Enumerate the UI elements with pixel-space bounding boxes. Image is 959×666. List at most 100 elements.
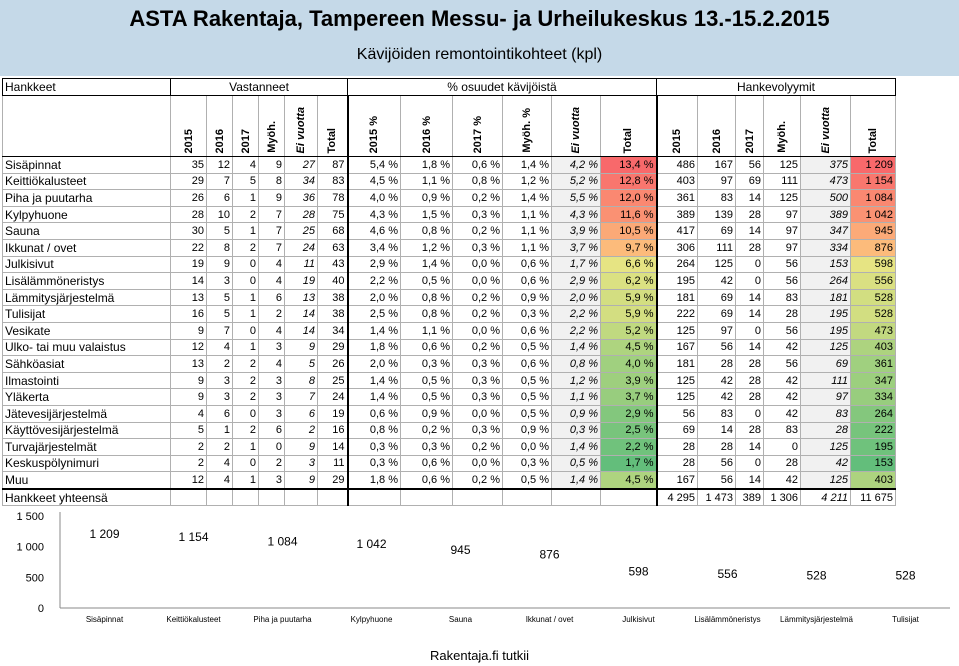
table-row: Jätevesijärjestelmä 4 6 0 3 6 19 0,6 % 0,9 % 0,0 …: [2, 404, 896, 423]
col-header-hankevolyymit-1: 2016: [697, 95, 736, 157]
vastanneet-cell: 2: [232, 421, 259, 440]
vastanneet-cell: 0: [232, 454, 259, 473]
x-tick-label: Tulisijat: [892, 615, 920, 624]
vastanneet-cell: 14: [170, 272, 207, 290]
vastanneet-cell: 0: [232, 255, 259, 274]
hankevolyymit-cell: 83: [697, 404, 736, 423]
hankevolyymit-cell: 195: [655, 272, 698, 290]
vastanneet-cell: 26: [317, 355, 348, 373]
osuudet-cell: 0,6 %: [346, 404, 401, 423]
hankevolyymit-cell: 473: [850, 321, 896, 340]
hankevolyymit-cell: 56: [697, 471, 736, 490]
hankevolyymit-cell: 42: [697, 272, 736, 290]
osuudet-cell: 1,8 %: [400, 156, 453, 174]
hankevolyymit-cell: 83: [763, 421, 801, 440]
row-label: Sähköasiat: [2, 355, 171, 373]
vastanneet-cell: 9: [284, 438, 318, 456]
vastanneet-cell: 29: [317, 338, 348, 357]
vastanneet-cell: 19: [170, 255, 207, 274]
osuudet-cell: 10,5 %: [600, 222, 657, 240]
results-table: Hankkeet Vastanneet % osuudet kävijöistä…: [2, 78, 896, 507]
vastanneet-cell: 0: [232, 404, 259, 423]
osuudet-cell: 3,4 %: [346, 238, 401, 257]
osuudet-cell: 0,3 %: [452, 371, 503, 390]
data-label: 1 209: [89, 527, 119, 541]
hankevolyymit-cell: 56: [697, 338, 736, 357]
vastanneet-cell: 35: [170, 156, 207, 174]
hankevolyymit-cell: 97: [763, 222, 801, 240]
hankevolyymit-cell: 97: [800, 388, 851, 406]
data-label: 1 154: [178, 530, 208, 544]
group-hankkeet: Hankkeet: [2, 78, 171, 96]
col-header-vastanneet-0: 2015: [170, 95, 207, 157]
osuudet-cell: 2,2 %: [600, 438, 657, 456]
osuudet-cell: 9,7 %: [600, 238, 657, 257]
vastanneet-cell: 9: [284, 338, 318, 357]
hankevolyymit-cell: 42: [763, 338, 801, 357]
page-title: ASTA Rakentaja, Tampereen Messu- ja Urhe…: [129, 6, 830, 31]
x-tick-label: Ikkunat / ovet: [526, 615, 574, 624]
hankevolyymit-cell: 28: [735, 238, 764, 257]
osuudet-cell: 2,5 %: [600, 421, 657, 440]
table-row: Piha ja puutarha 26 6 1 9 36 78 4,0 % 0,9 % 0,2 %…: [2, 189, 896, 207]
col-header-label: 2017: [743, 128, 756, 153]
vastanneet-cell: 1: [232, 189, 259, 207]
osuudet-cell: 0,5 %: [400, 272, 453, 290]
osuudet-cell: 1,4 %: [502, 189, 552, 207]
hankevolyymit-cell: 111: [763, 172, 801, 191]
vastanneet-cell: 68: [317, 222, 348, 240]
hankevolyymit-cell: 97: [763, 205, 801, 224]
vastanneet-cell: 8: [206, 238, 233, 257]
col-header-label: Total: [622, 127, 635, 153]
osuudet-cell: 0,6 %: [400, 338, 453, 357]
title-banner: [0, 0, 959, 76]
osuudet-cell: 4,6 %: [346, 222, 401, 240]
data-label: 1 042: [356, 537, 386, 551]
hankevolyymit-cell: 1 042: [850, 205, 896, 224]
osuudet-cell: 4,0 %: [346, 189, 401, 207]
hankevolyymit-cell: 389: [800, 205, 851, 224]
osuudet-cell: 0,9 %: [502, 288, 552, 307]
osuudet-cell: 0,0 %: [452, 404, 503, 423]
hankevolyymit-cell: 500: [800, 189, 851, 207]
row-label: Sauna: [2, 222, 171, 240]
col-header-label: 2016 %: [420, 115, 433, 153]
hankevolyymit-cell: 56: [763, 321, 801, 340]
vastanneet-cell: 5: [232, 172, 259, 191]
osuudet-cell: 2,9 %: [600, 404, 657, 423]
hankevolyymit-cell: 125: [763, 156, 801, 174]
hankevolyymit-cell: 264: [800, 272, 851, 290]
vastanneet-cell: 2: [170, 438, 207, 456]
vastanneet-cell: 4: [170, 404, 207, 423]
osuudet-cell: 4,5 %: [600, 338, 657, 357]
hankevolyymit-cell: 153: [850, 454, 896, 473]
osuudet-cell: 0,8 %: [400, 305, 453, 323]
hankevolyymit-cell: 28: [655, 438, 698, 456]
vastanneet-cell: 13: [170, 288, 207, 307]
hankevolyymit-cell: 111: [800, 371, 851, 390]
col-header-osuudet-5: Total: [600, 95, 657, 157]
row-label: Yläkerta: [2, 388, 171, 406]
hankevolyymit-cell: 56: [655, 404, 698, 423]
vastanneet-cell: 16: [170, 305, 207, 323]
hankevolyymit-cell: 876: [850, 238, 896, 257]
bar-chart: 0 500 1 000 1 500 Sisäpinnat 1 209 Keittiökalu…: [16, 511, 950, 624]
osuudet-cell: 4,0 %: [600, 355, 657, 373]
vastanneet-cell: 10: [206, 205, 233, 224]
osuudet-cell: 0,3 %: [452, 238, 503, 257]
hankevolyymit-cell: 42: [763, 404, 801, 423]
osuudet-cell: 5,2 %: [600, 321, 657, 340]
hankevolyymit-cell: 56: [763, 272, 801, 290]
osuudet-cell: 2,0 %: [346, 288, 401, 307]
total-row-label: Hankkeet yhteensä: [2, 487, 171, 507]
osuudet-cell: 0,2 %: [452, 438, 503, 456]
table-row: Sähköasiat 13 2 2 4 5 26 2,0 % 0,3 % 0,3 % 0,6 % 0,…: [2, 355, 896, 373]
vastanneet-cell: 2: [206, 438, 233, 456]
col-header-vastanneet-5: Total: [317, 95, 348, 157]
vastanneet-cell: 3: [258, 338, 285, 357]
vastanneet-cell: 7: [258, 205, 285, 224]
vastanneet-cell: 4: [206, 471, 233, 490]
total-cell: 389: [735, 487, 764, 507]
hankevolyymit-cell: 0: [735, 272, 764, 290]
hankevolyymit-cell: 167: [655, 471, 698, 490]
